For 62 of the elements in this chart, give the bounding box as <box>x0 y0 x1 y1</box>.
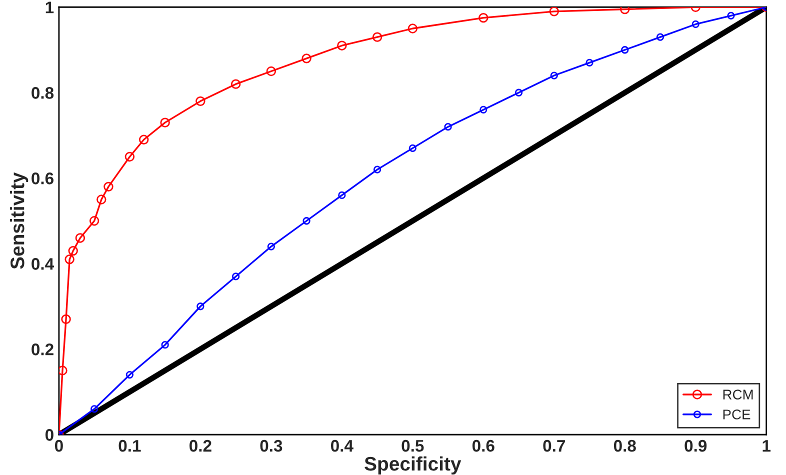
point <box>75 233 86 243</box>
point <box>61 314 71 324</box>
legend-label: RCM <box>723 390 753 400</box>
point <box>302 54 312 64</box>
point <box>196 96 206 106</box>
point <box>372 32 382 42</box>
point <box>160 118 170 128</box>
point <box>480 106 488 114</box>
point <box>550 72 558 80</box>
point <box>444 123 452 131</box>
y-tick-label: 0.2 <box>32 344 54 356</box>
point <box>373 166 382 174</box>
point <box>96 194 106 204</box>
point <box>68 246 78 256</box>
point <box>138 134 149 145</box>
y-axis-title: Sensitivity <box>10 172 28 269</box>
point <box>621 46 629 54</box>
x-tick-label: 1 <box>762 440 771 452</box>
point <box>104 182 114 192</box>
x-tick-label: 0.3 <box>260 440 282 452</box>
point <box>338 191 346 200</box>
line-series <box>58 7 766 435</box>
point <box>478 12 488 23</box>
point <box>302 217 310 225</box>
point <box>727 12 735 20</box>
y-tick-label: 0.8 <box>32 87 54 99</box>
x-tick-label: 0.5 <box>402 440 424 452</box>
x-tick-label: 0 <box>54 440 63 452</box>
point <box>64 254 74 264</box>
point <box>89 216 100 226</box>
point <box>266 66 276 76</box>
y-tick-label: 0.4 <box>32 258 54 270</box>
point <box>337 40 347 50</box>
y-tick-label: 0 <box>45 429 54 441</box>
point <box>58 366 68 376</box>
point <box>514 88 523 96</box>
x-tick-label: 0.2 <box>190 440 212 452</box>
x-tick-label: 0.6 <box>472 440 494 452</box>
point <box>230 79 241 89</box>
point <box>586 58 594 67</box>
y-tick-label: 1 <box>46 2 54 14</box>
point <box>196 302 204 310</box>
point <box>90 405 98 413</box>
x-tick-label: 0.4 <box>330 440 354 452</box>
x-tick-label: 0.9 <box>684 440 707 452</box>
point <box>267 242 275 250</box>
point <box>549 7 559 16</box>
point <box>408 24 418 34</box>
point <box>656 33 664 41</box>
point <box>692 20 700 28</box>
point <box>126 370 134 379</box>
x-axis-title: Specificity <box>364 456 462 475</box>
point <box>620 7 630 14</box>
point <box>161 341 169 349</box>
point <box>408 144 416 152</box>
x-tick-label: 0.7 <box>543 440 565 452</box>
y-tick-label: 0.6 <box>32 172 54 184</box>
legend-label: PCE <box>723 410 750 420</box>
x-tick-label: 0.1 <box>118 440 141 452</box>
x-tick-label: 0.8 <box>614 440 636 452</box>
point <box>232 272 240 280</box>
point <box>124 152 135 162</box>
